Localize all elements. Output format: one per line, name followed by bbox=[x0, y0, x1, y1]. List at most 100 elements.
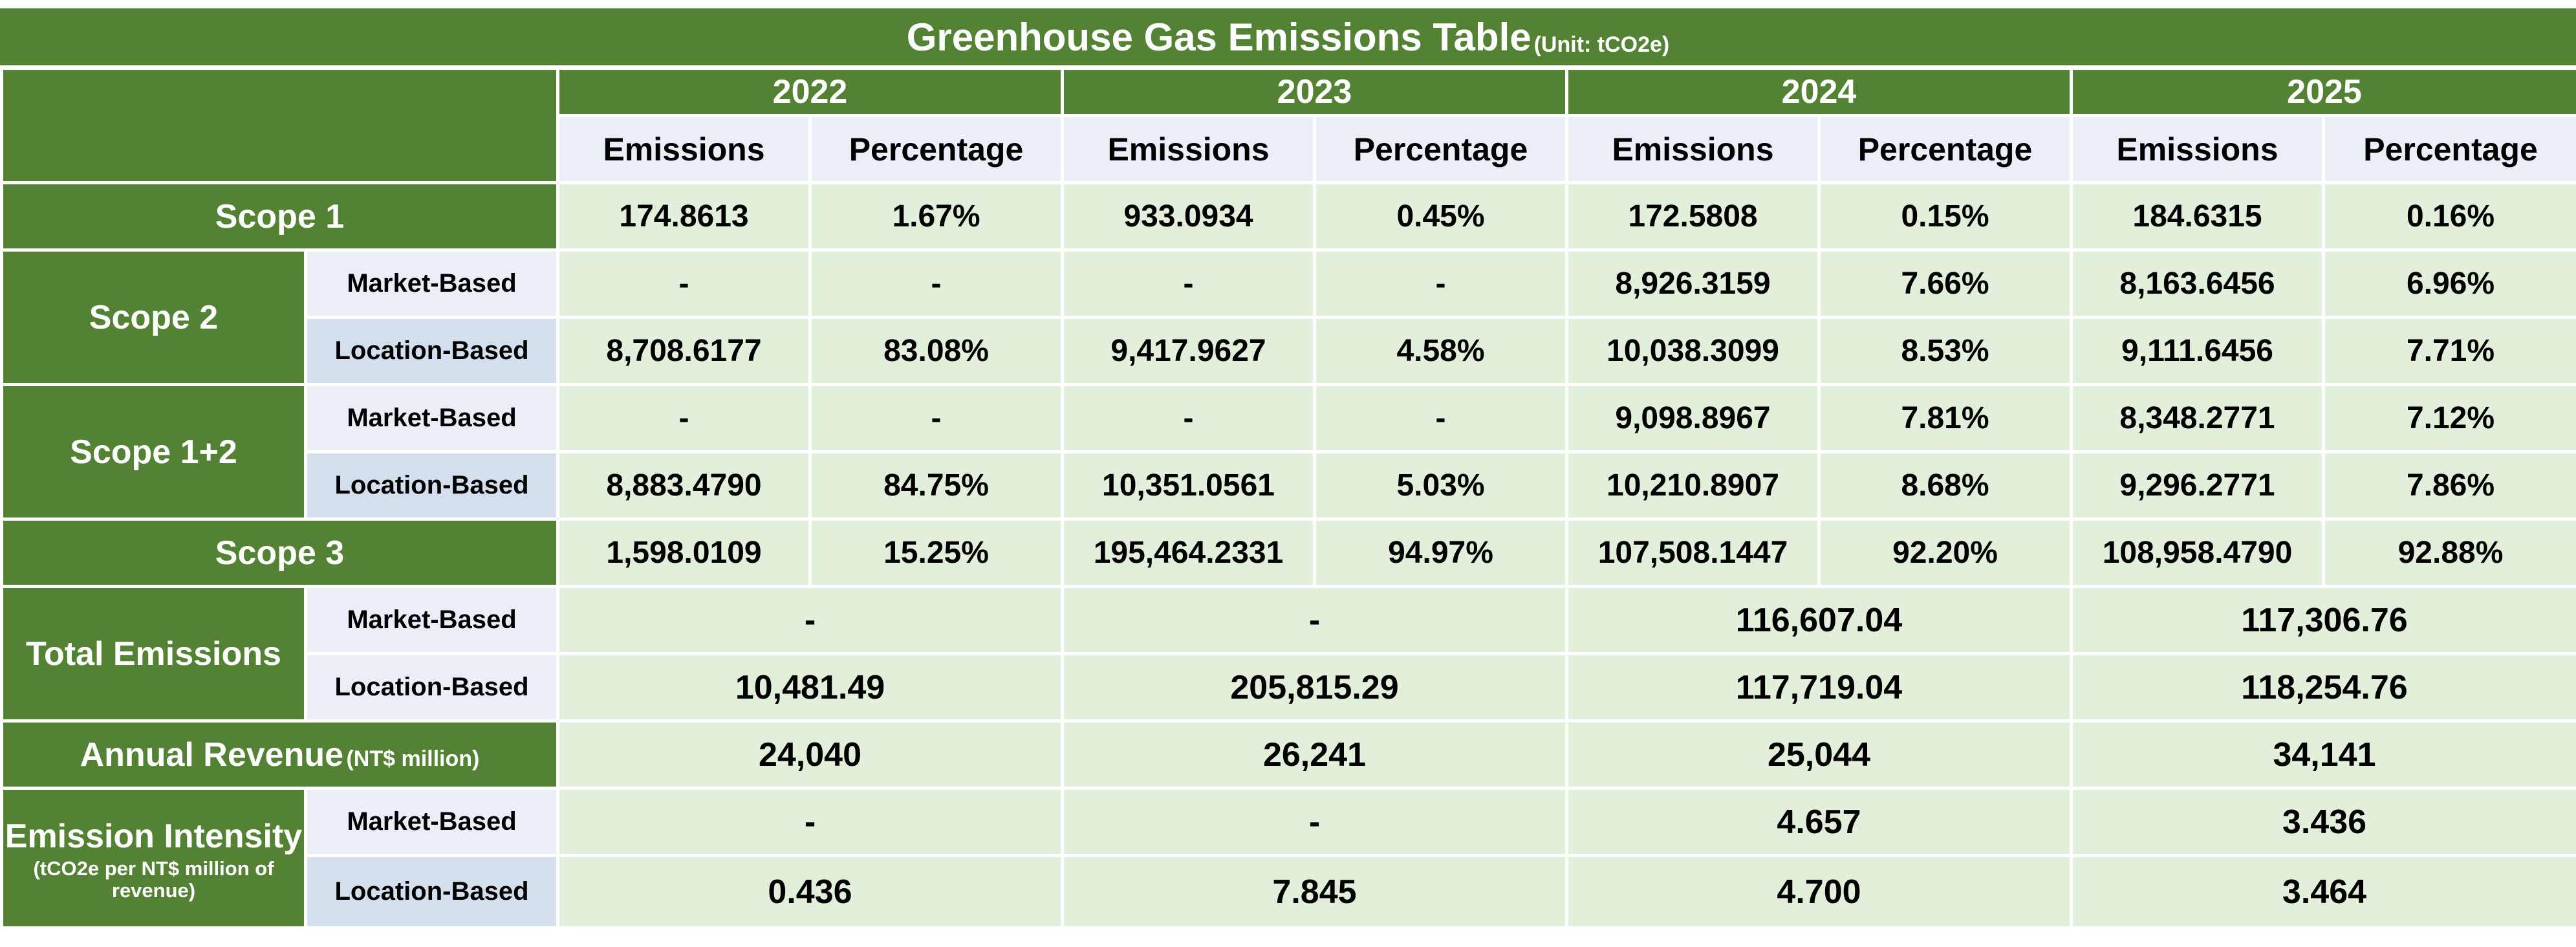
scope1-emissions-2023: 933.0934 bbox=[1061, 181, 1316, 252]
scope12_location-percentage-2023: 5.03% bbox=[1313, 450, 1568, 521]
year-header-row: 2022 2023 2024 2025 bbox=[0, 67, 2576, 184]
scope12_location-emissions-2022: 8,883.4790 bbox=[556, 450, 812, 521]
intensity-label-text: Emission Intensity bbox=[5, 817, 303, 855]
corner-cell bbox=[0, 67, 559, 184]
emissions-header-2023: Emissions bbox=[1061, 114, 1316, 184]
scope3-label: Scope 3 bbox=[0, 517, 559, 588]
total-market-row: Total Emissions Market-Based - -116,607.04 1… bbox=[0, 585, 2576, 723]
total_location-2023: 205,815.29 bbox=[1061, 652, 1568, 723]
intensity_location-2023: 7.845 bbox=[1061, 854, 1568, 930]
year-header-2022: 2022 bbox=[556, 67, 1064, 117]
emissions-header-2022: Emissions bbox=[556, 114, 812, 184]
total_location-2022: 10,481.49 bbox=[556, 652, 1064, 723]
table-unit: (Unit: tCO2e) bbox=[1533, 32, 1670, 57]
scope2_location-emissions-2022: 8,708.6177 bbox=[556, 316, 812, 386]
intensity-location-row: Location-Based 0.436 7.845 4.700 3.464 bbox=[2, 854, 2576, 930]
scope1-percentage-2024: 0.15% bbox=[1817, 181, 2073, 252]
scope12_location-emissions-2025: 9,296.2771 bbox=[2070, 450, 2325, 521]
revenue-label-text: Annual Revenue bbox=[80, 735, 344, 774]
total-location-label: Location-Based bbox=[304, 652, 559, 723]
scope3-percentage-2024: 92.20% bbox=[1817, 517, 2073, 588]
year-header-2023: 2023 bbox=[1061, 67, 1568, 117]
table-title: Greenhouse Gas Emissions Table bbox=[906, 15, 1532, 59]
scope2_market-emissions-2024: 8,926.3159 bbox=[1565, 248, 1821, 319]
scope2_market-percentage-2025: 6.96% bbox=[2322, 248, 2576, 319]
scope12_location-percentage-2024: 8.68% bbox=[1817, 450, 2073, 521]
scope3-row: Scope 3 1,598.0109 15.25% 195,464.2331 94.97… bbox=[0, 517, 2576, 588]
total_market-2022: - bbox=[556, 585, 1064, 655]
intensity-label: Emission Intensity (tCO2e per NT$ million… bbox=[0, 787, 307, 930]
intensity_location-2025: 3.464 bbox=[2070, 854, 2576, 930]
column-header-row: Emissions Percentage Emissions Percentage Em… bbox=[2, 114, 2576, 184]
scope12_location-percentage-2025: 7.86% bbox=[2322, 450, 2576, 521]
total_market-2025: 117,306.76 bbox=[2070, 585, 2576, 655]
scope2-market-row: Scope 2 Market-Based - - - -8,926.3159 7.66% 8,… bbox=[0, 248, 2576, 386]
ghg-emissions-table: 2022 2023 2024 2025 Emissions Percentage Emiss… bbox=[0, 67, 2576, 930]
scope12_location-emissions-2024: 10,210.8907 bbox=[1565, 450, 1821, 521]
scope2_market-emissions-2023: - bbox=[1061, 248, 1316, 319]
scope12_market-emissions-2022: - bbox=[556, 383, 812, 453]
percentage-header-2025: Percentage bbox=[2322, 114, 2576, 184]
scope2-location-row: Location-Based 8,708.6177 83.08% 9,417.9627… bbox=[2, 316, 2576, 386]
scope12-market-label: Market-Based bbox=[304, 383, 559, 453]
revenue-2025: 34,141 bbox=[2070, 719, 2576, 790]
scope3-percentage-2022: 15.25% bbox=[808, 517, 1064, 588]
scope1-row: Scope 1 174.8613 1.67% 933.0934 0.45% 172.580… bbox=[0, 181, 2576, 252]
revenue-2024: 25,044 bbox=[1565, 719, 2073, 790]
intensity_location-2022: 0.436 bbox=[556, 854, 1064, 930]
scope2-label: Scope 2 bbox=[0, 248, 307, 386]
scope2_location-percentage-2023: 4.58% bbox=[1313, 316, 1568, 386]
scope12_market-emissions-2024: 9,098.8967 bbox=[1565, 383, 1821, 453]
scope12_location-emissions-2023: 10,351.0561 bbox=[1061, 450, 1316, 521]
percentage-header-2024: Percentage bbox=[1817, 114, 2073, 184]
intensity-location-label: Location-Based bbox=[304, 854, 559, 930]
scope3-emissions-2022: 1,598.0109 bbox=[556, 517, 812, 588]
scope2-location-label: Location-Based bbox=[304, 316, 559, 386]
percentage-header-2022: Percentage bbox=[808, 114, 1064, 184]
scope12_market-percentage-2023: - bbox=[1313, 383, 1568, 453]
revenue-unit: (NT$ million) bbox=[346, 746, 480, 771]
scope2_location-percentage-2025: 7.71% bbox=[2322, 316, 2576, 386]
scope2_market-percentage-2022: - bbox=[808, 248, 1064, 319]
intensity-unit: (tCO2e per NT$ million of revenue) bbox=[33, 856, 274, 902]
scope12-market-row: Scope 1+2 Market-Based - - - -9,098.8967 7.81%… bbox=[0, 383, 2576, 521]
scope3-emissions-2024: 107,508.1447 bbox=[1565, 517, 1821, 588]
scope1-label: Scope 1 bbox=[0, 181, 559, 252]
scope12_market-percentage-2025: 7.12% bbox=[2322, 383, 2576, 453]
intensity_market-2023: - bbox=[1061, 787, 1568, 857]
scope2_location-emissions-2023: 9,417.9627 bbox=[1061, 316, 1316, 386]
scope1-emissions-2022: 174.8613 bbox=[556, 181, 812, 252]
scope12_market-emissions-2023: - bbox=[1061, 383, 1316, 453]
scope1-emissions-2025: 184.6315 bbox=[2070, 181, 2325, 252]
total_market-2024: 116,607.04 bbox=[1565, 585, 2073, 655]
total-emissions-label: Total Emissions bbox=[0, 585, 307, 723]
scope3-emissions-2025: 108,958.4790 bbox=[2070, 517, 2325, 588]
year-header-2024: 2024 bbox=[1565, 67, 2073, 117]
intensity_market-2022: - bbox=[556, 787, 1064, 857]
table-title-bar: Greenhouse Gas Emissions Table (Unit: tCO… bbox=[0, 8, 2576, 65]
intensity_market-2025: 3.436 bbox=[2070, 787, 2576, 857]
scope3-percentage-2025: 92.88% bbox=[2322, 517, 2576, 588]
emissions-header-2025: Emissions bbox=[2070, 114, 2325, 184]
scope2-market-label: Market-Based bbox=[304, 248, 559, 319]
percentage-header-2023: Percentage bbox=[1313, 114, 1568, 184]
scope1-percentage-2022: 1.67% bbox=[808, 181, 1064, 252]
year-header-2025: 2025 bbox=[2070, 67, 2576, 117]
scope12_market-percentage-2022: - bbox=[808, 383, 1064, 453]
intensity_location-2024: 4.700 bbox=[1565, 854, 2073, 930]
revenue-row: Annual Revenue (NT$ million) 24,040 26,241… bbox=[0, 719, 2576, 790]
scope12-label: Scope 1+2 bbox=[0, 383, 307, 521]
scope12_location-percentage-2022: 84.75% bbox=[808, 450, 1064, 521]
scope2_market-emissions-2022: - bbox=[556, 248, 812, 319]
scope12-location-row: Location-Based 8,883.4790 84.75% 10,351.056… bbox=[2, 450, 2576, 521]
scope2_location-percentage-2022: 83.08% bbox=[808, 316, 1064, 386]
revenue-2023: 26,241 bbox=[1061, 719, 1568, 790]
revenue-label: Annual Revenue (NT$ million) bbox=[0, 719, 559, 790]
intensity-market-label: Market-Based bbox=[304, 787, 559, 857]
scope3-emissions-2023: 195,464.2331 bbox=[1061, 517, 1316, 588]
scope2_market-percentage-2024: 7.66% bbox=[1817, 248, 2073, 319]
scope2_market-percentage-2023: - bbox=[1313, 248, 1568, 319]
total_location-2024: 117,719.04 bbox=[1565, 652, 2073, 723]
scope2_location-emissions-2024: 10,038.3099 bbox=[1565, 316, 1821, 386]
